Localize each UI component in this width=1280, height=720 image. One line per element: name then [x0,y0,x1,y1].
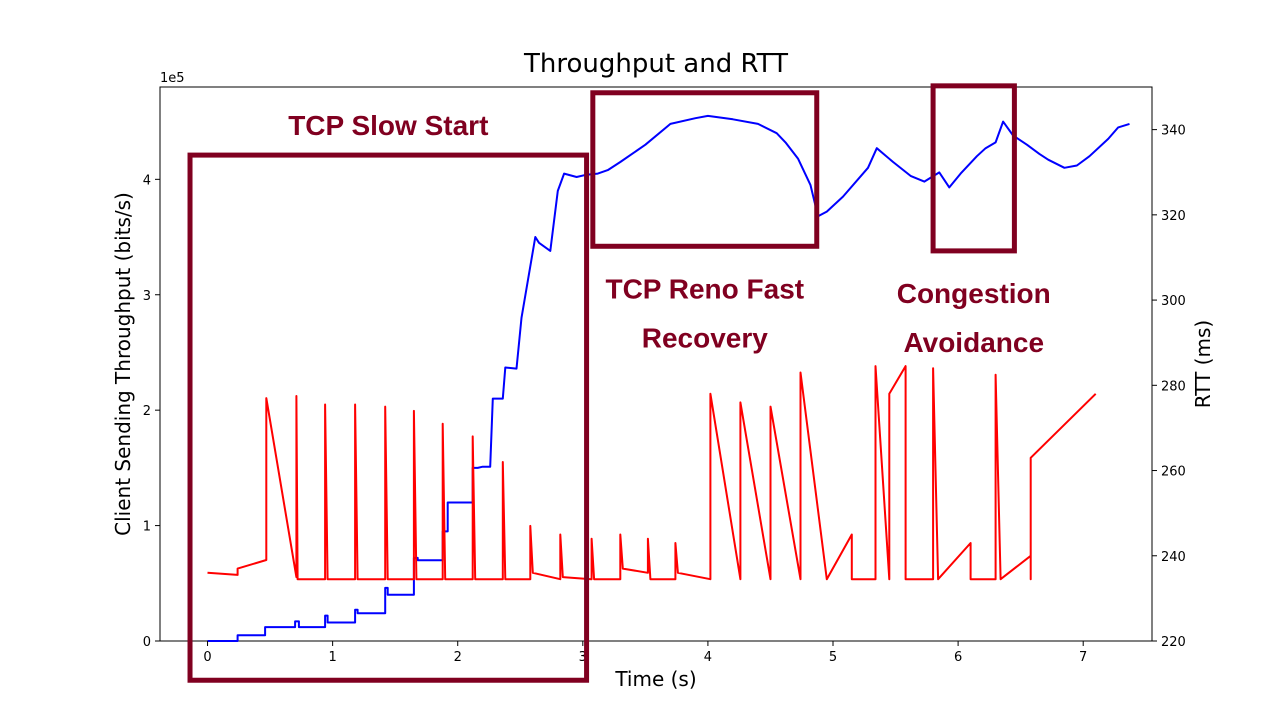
y2-tick-label: 260 [1161,465,1186,480]
y-offset-text: 1e5 [160,71,185,86]
annotation-box-3 [930,83,1017,254]
plot-frame [159,86,1153,642]
y-axis-left: 0 1 2 3 4 [143,173,160,650]
annotation-label: Avoidance [903,327,1044,358]
annotation-layer: TCP Slow Start TCP Reno Fast Recovery Conge… [187,83,1051,683]
x-tick-label: 1 [328,650,336,665]
annotation-label: Congestion [897,278,1051,309]
y-tick-label: 3 [143,289,151,304]
x-tick-label: 6 [954,650,962,665]
y-axis-right: 220 240 260 280 300 320 340 [1152,124,1186,650]
y-tick-label: 4 [143,173,151,188]
annotation-label: TCP Slow Start [288,110,488,141]
y-tick-label: 1 [143,520,151,535]
chart-title: Throughput and RTT [523,49,788,79]
y2-tick-label: 240 [1161,550,1186,565]
plot-area: 0 1 2 3 4 5 6 7 0 1 2 3 4 220 240 260 280 300 320 340 [143,86,1186,665]
x-tick-label: 7 [1079,650,1087,665]
y2-tick-label: 320 [1161,209,1186,224]
series-line-throughput [207,114,1130,642]
annotation-box-2 [590,90,820,249]
y-tick-label: 0 [143,635,151,650]
y2-tick-label: 340 [1161,124,1186,139]
annotation-box-1 [187,152,590,683]
x-tick-label: 2 [454,650,462,665]
x-axis: 0 1 2 3 4 5 6 7 [203,641,1087,665]
series-layer [207,114,1130,642]
y2-tick-label: 280 [1161,379,1186,394]
y-axis-title-left: Client Sending Throughput (bits/s) [111,192,135,536]
x-axis-title: Time (s) [614,667,696,691]
y-axis-title-right: RTT (ms) [1191,320,1215,408]
annotation-label: Recovery [642,322,769,353]
x-tick-label: 3 [579,650,587,665]
series-line-rtt [207,365,1097,581]
y2-tick-label: 220 [1161,635,1186,650]
x-tick-label: 5 [829,650,837,665]
annotation-label: TCP Reno Fast [605,273,804,304]
y-tick-label: 2 [143,404,151,419]
x-tick-label: 0 [203,650,211,665]
x-tick-label: 4 [704,650,712,665]
y2-tick-label: 300 [1161,294,1186,309]
